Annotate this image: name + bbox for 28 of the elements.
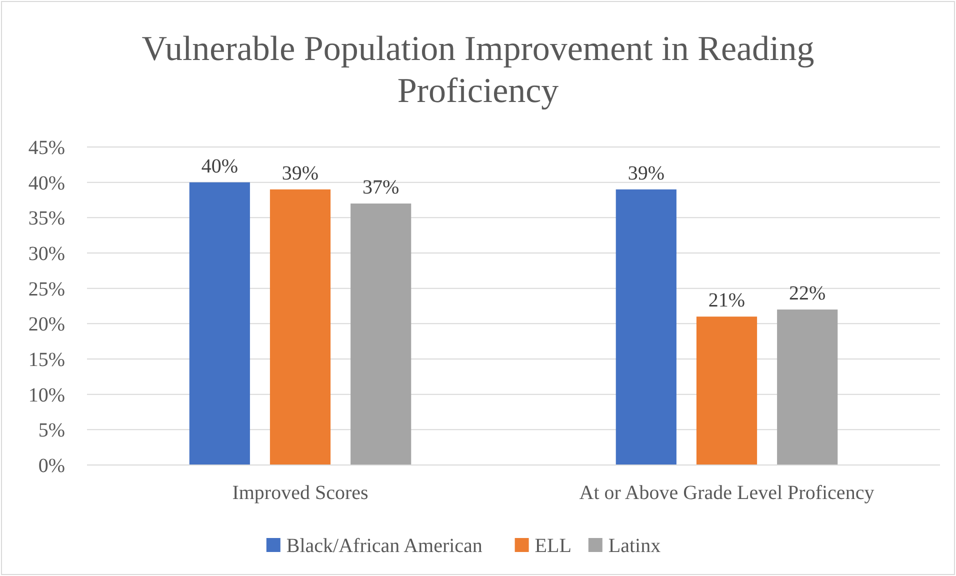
legend-label: Latinx [608,535,661,557]
legend-label: Black/African American [286,535,482,557]
y-tick-label: 35% [28,208,65,230]
bar [696,316,758,465]
bar [350,204,412,465]
data-label: 37% [362,176,400,199]
y-tick-label: 45% [28,137,65,159]
y-tick-label: 25% [28,278,65,300]
bar [270,189,331,465]
data-label: 39% [628,162,664,184]
chart-title: Vulnerable Population Improvement in Reading Proficiency [142,29,814,110]
y-tick-label: 30% [28,243,65,265]
data-label: 21% [708,290,746,312]
y-tick-label: 5% [38,420,65,442]
y-tick-label: 20% [28,314,65,336]
data-label: 40% [201,155,238,178]
data-label: 22% [789,282,826,305]
y-tick-label: 40% [28,172,65,194]
x-tick-label: Improved Scores [232,482,368,504]
data-label: 39% [282,162,319,184]
bar [616,189,676,465]
legend-label: ELL [534,535,572,557]
x-tick-label: At or Above Grade Level Proficency [579,482,874,504]
y-tick-label: 10% [28,384,65,406]
bar [189,182,250,465]
y-tick-label: 0% [38,455,65,477]
y-tick-label: 15% [28,349,65,371]
bar [777,310,838,465]
